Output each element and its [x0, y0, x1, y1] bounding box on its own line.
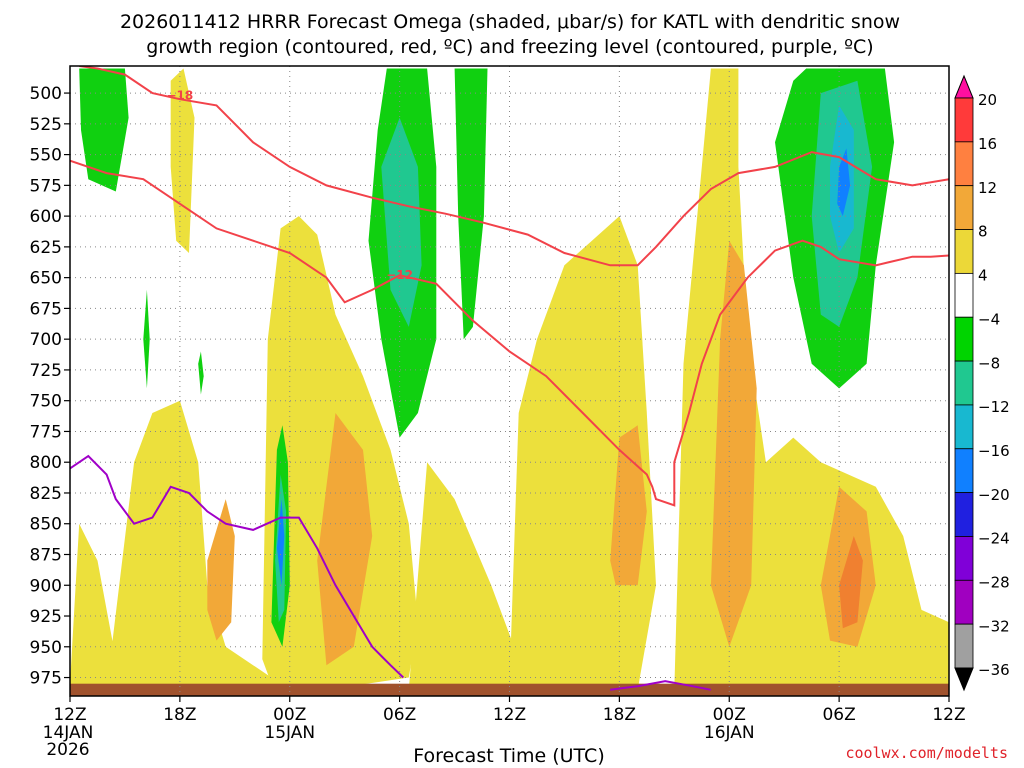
x-date-label: 15JAN [264, 723, 315, 743]
y-tick-label: 550 [30, 146, 62, 166]
y-tick-label: 925 [30, 607, 62, 627]
shading-orange-2 [317, 413, 373, 666]
colorbar-swatch [954, 536, 974, 581]
x-axis-ticks: 12Z 18Z 00Z 06Z 12Z 18Z 00Z 06Z 12Z [53, 696, 966, 725]
y-tick-label: 975 [30, 669, 62, 689]
colorbar-swatch [954, 316, 974, 362]
colorbar-label: 8 [978, 223, 988, 241]
colorbar-cap-bottom [954, 667, 974, 692]
chart-title-line-2: growth region (contoured, red, ºC) and f… [146, 36, 873, 58]
colorbar-label: −8 [978, 354, 1000, 372]
x-tick-label: 06Z [383, 705, 416, 725]
colorbar-swatch [954, 272, 974, 318]
contour-layer: −18 −12 [70, 66, 949, 691]
credit-text: coolwx.com/modelts [845, 744, 1008, 762]
x-tick-label: 18Z [603, 705, 636, 725]
colorbar-swatch [954, 97, 974, 143]
colorbar-label: 4 [978, 267, 988, 285]
shading-blue-spike [276, 499, 285, 586]
colorbar-label: −12 [978, 398, 1010, 416]
terrain-fill [70, 683, 949, 696]
y-tick-label: 650 [30, 269, 62, 289]
colorbar-label: 16 [978, 135, 997, 153]
colorbar-swatch [954, 623, 974, 669]
colorbar-label: −28 [978, 574, 1010, 592]
colorbar-swatch [954, 229, 974, 274]
x-tick-label: 12Z [53, 705, 86, 725]
colorbar: 20 16 12 8 4 −4 −8 −12 −16 −20 −24 −28 −32 −36 [954, 74, 1010, 692]
x-date-label: 16JAN [704, 723, 755, 743]
colorbar-label: −20 [978, 486, 1010, 504]
x-tick-label: 00Z [713, 705, 746, 725]
shading-yellow-18z [170, 68, 195, 253]
x-axis-label: Forecast Time (UTC) [413, 745, 604, 767]
x-date-label: 14JAN [43, 723, 94, 743]
colorbar-label: −36 [978, 661, 1010, 679]
y-tick-label: 950 [30, 638, 62, 658]
colorbar-label: 20 [978, 91, 997, 109]
freezing-level-contour [70, 454, 404, 679]
shading-yellow-06z-right [408, 462, 547, 690]
shading-yellow-lower-left [106, 400, 290, 690]
y-tick-label: 850 [30, 515, 62, 535]
y-tick-label: 525 [30, 115, 62, 135]
y-tick-label: 875 [30, 545, 62, 565]
x-tick-label: 06Z [822, 705, 855, 725]
y-tick-label: 700 [30, 330, 62, 350]
colorbar-swatch [954, 141, 974, 187]
y-tick-label: 500 [30, 84, 62, 104]
colorbar-swatch [954, 360, 974, 406]
colorbar-swatch [954, 185, 974, 230]
x-tick-label: 12Z [493, 705, 526, 725]
shading-blue-right [837, 148, 851, 217]
dendritic-minus12-contour [70, 159, 949, 507]
x-date-label-year: 2026 [46, 740, 89, 760]
shading-green-small-2 [198, 351, 204, 395]
x-tick-label: 18Z [163, 705, 196, 725]
colorbar-swatch [954, 448, 974, 494]
colorbar-label: −24 [978, 530, 1010, 548]
shading-dendritic-band-A [70, 523, 135, 690]
y-tick-label: 725 [30, 361, 62, 381]
contour-label: −12 [386, 268, 413, 282]
colorbar-label: −32 [978, 617, 1010, 635]
y-tick-label: 675 [30, 299, 62, 319]
colorbar-cap-top [954, 74, 974, 99]
y-tick-label: 600 [30, 207, 62, 227]
colorbar-swatch [954, 492, 974, 537]
shading-green-small-1 [143, 289, 150, 389]
y-axis-ticks: 500 525 550 575 600 625 650 675 700 725 750 775 800 8… [30, 84, 70, 689]
y-tick-label: 800 [30, 453, 62, 473]
shading-orange-1 [207, 499, 235, 641]
omega-shading-layer [70, 68, 949, 690]
shading-darkorange-1 [839, 536, 863, 629]
colorbar-swatch [954, 404, 974, 450]
shading-green-center-2 [454, 68, 488, 340]
shading-teal-center [381, 117, 422, 327]
y-tick-label: 825 [30, 484, 62, 504]
y-tick-label: 750 [30, 392, 62, 412]
dendritic-minus18-contour [79, 66, 949, 267]
x-tick-label: 12Z [932, 705, 965, 725]
contour-label: −18 [166, 89, 193, 103]
y-tick-label: 575 [30, 176, 62, 196]
chart-title-line-1: 2026011412 HRRR Forecast Omega (shaded, … [120, 11, 900, 33]
y-tick-label: 625 [30, 238, 62, 258]
freezing-level-contour-2 [610, 680, 712, 691]
terrain-band [70, 683, 949, 696]
colorbar-swatch [954, 579, 974, 625]
shading-green-left [79, 68, 129, 192]
shading-orange-4 [710, 240, 757, 647]
y-tick-label: 775 [30, 422, 62, 442]
colorbar-label: −4 [978, 310, 1000, 328]
colorbar-label: 12 [978, 179, 997, 197]
colorbar-label: −16 [978, 442, 1010, 460]
x-tick-label: 00Z [273, 705, 306, 725]
y-tick-label: 900 [30, 576, 62, 596]
